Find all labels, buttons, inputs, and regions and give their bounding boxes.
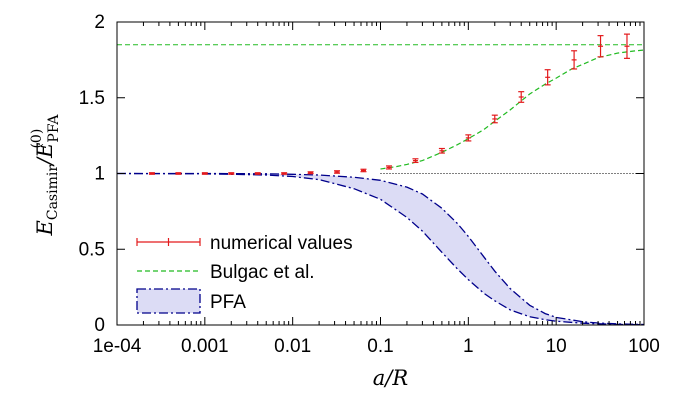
x-axis-label: a/R bbox=[373, 366, 409, 390]
data-point bbox=[281, 172, 288, 175]
data-point bbox=[623, 33, 630, 59]
y-axis-label-part: PFA bbox=[46, 114, 62, 143]
axes bbox=[116, 21, 645, 326]
legend: numerical values Bulgac et al. PFA bbox=[136, 233, 353, 314]
data-point bbox=[597, 35, 604, 58]
x-tick-label: 0.01 bbox=[274, 336, 311, 357]
y-tick-label: 0.5 bbox=[79, 239, 105, 260]
x-tick-label: 1 bbox=[463, 336, 474, 357]
data-point bbox=[571, 50, 578, 70]
plot-area bbox=[116, 33, 645, 326]
data-point bbox=[518, 91, 525, 103]
data-point bbox=[228, 172, 235, 175]
data-point bbox=[465, 134, 472, 142]
data-point bbox=[254, 172, 261, 175]
legend-pfa-swatch bbox=[136, 288, 201, 314]
legend-label: numerical values bbox=[210, 233, 353, 254]
data-point bbox=[360, 168, 367, 173]
x-tick-label: 100 bbox=[628, 336, 660, 357]
y-axis-label-part: Casimir bbox=[45, 165, 61, 220]
x-tick-label: 1e-04 bbox=[93, 336, 142, 357]
x-tick-label: 0.001 bbox=[181, 336, 229, 357]
pfa-lower-line bbox=[116, 172, 645, 326]
y-axis-label: ECasimir/EPFA(0) bbox=[29, 114, 62, 237]
tick-labels: 1e-04 0.001 0.01 0.1 1 10 100 0 0.5 1 1.5 2 bbox=[79, 12, 660, 357]
y-axis-label-part: (0) bbox=[29, 129, 45, 149]
legend-label: Bulgac et al. bbox=[210, 262, 315, 283]
data-point bbox=[307, 171, 314, 175]
data-point bbox=[175, 172, 182, 175]
y-tick-label: 1 bbox=[94, 164, 105, 185]
y-tick-label: 0 bbox=[94, 315, 105, 336]
data-point bbox=[334, 170, 341, 174]
y-tick-label: 2 bbox=[94, 12, 105, 33]
bulgac-curve bbox=[380, 49, 645, 170]
data-point bbox=[201, 172, 208, 175]
data-point bbox=[491, 114, 498, 124]
data-point bbox=[412, 158, 419, 164]
y-axis-label-part: /E bbox=[33, 143, 57, 167]
data-point bbox=[148, 172, 155, 175]
y-axis-label-text: ECasimir/EPFA(0) bbox=[29, 114, 62, 237]
y-tick-label: 1.5 bbox=[79, 88, 105, 109]
y-axis-label-part: E bbox=[33, 220, 57, 236]
data-point bbox=[438, 147, 445, 154]
data-point bbox=[544, 69, 551, 86]
x-tick-label: 10 bbox=[546, 336, 567, 357]
legend-label: PFA bbox=[210, 292, 246, 313]
data-point bbox=[386, 165, 393, 170]
x-tick-label: 0.1 bbox=[367, 336, 393, 357]
pfa-upper-line bbox=[117, 172, 645, 326]
